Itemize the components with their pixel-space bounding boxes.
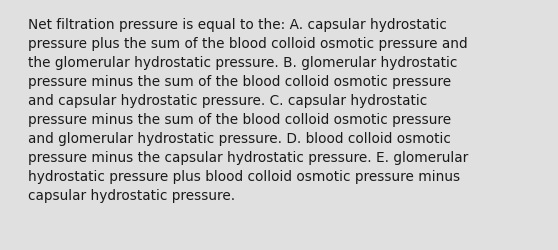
Text: Net filtration pressure is equal to the: A. capsular hydrostatic
pressure plus t: Net filtration pressure is equal to the:… <box>28 18 468 202</box>
